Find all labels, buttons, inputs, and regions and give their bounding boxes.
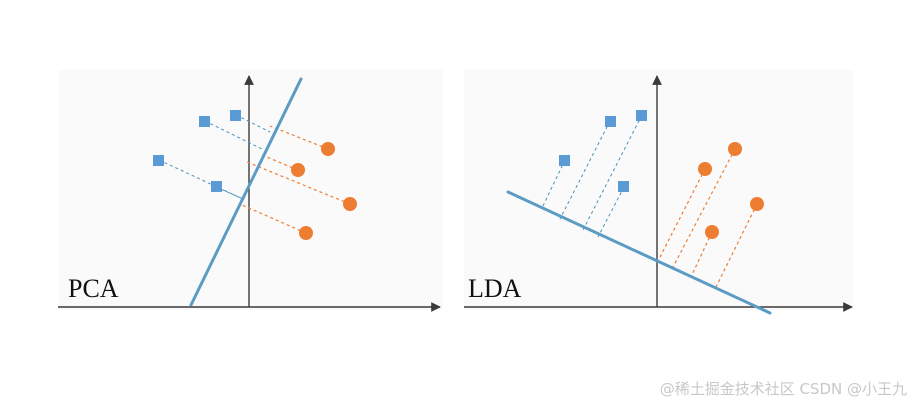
- lda-circle-point: [750, 197, 764, 211]
- lda-circle-point: [705, 225, 719, 239]
- lda-panel-background: [464, 70, 854, 310]
- lda-class-a-points: [559, 110, 647, 192]
- lda-square-point: [618, 181, 629, 192]
- pca-square-projections: [158, 114, 271, 201]
- pca-class-b-points: [291, 142, 357, 240]
- pca-panel-background: [58, 70, 443, 310]
- pca-class-a-points: [153, 110, 241, 192]
- pca-circle-point: [291, 163, 305, 177]
- pca-square-point: [199, 116, 210, 127]
- pca-panel: PCA: [58, 70, 443, 312]
- lda-square-point: [636, 110, 647, 121]
- pca-label: PCA: [68, 274, 119, 303]
- pca-projection-line: [189, 77, 303, 307]
- lda-panel: LDA: [464, 70, 854, 315]
- lda-label: LDA: [468, 274, 522, 303]
- lda-class-b-points: [698, 142, 764, 239]
- lda-square-projections: [541, 114, 643, 238]
- pca-circle-point: [321, 142, 335, 156]
- pca-circle-point: [299, 226, 313, 240]
- pca-square-point: [230, 110, 241, 121]
- watermark: @稀土掘金技术社区 CSDN @小王九: [659, 380, 907, 398]
- pca-square-point: [211, 181, 222, 192]
- lda-square-point: [559, 155, 570, 166]
- lda-circle-projections: [657, 148, 758, 288]
- pca-square-point: [153, 155, 164, 166]
- pca-circle-point: [343, 197, 357, 211]
- lda-square-point: [605, 116, 616, 127]
- lda-projection-line: [506, 190, 772, 315]
- lda-circle-point: [698, 162, 712, 176]
- lda-circle-point: [728, 142, 742, 156]
